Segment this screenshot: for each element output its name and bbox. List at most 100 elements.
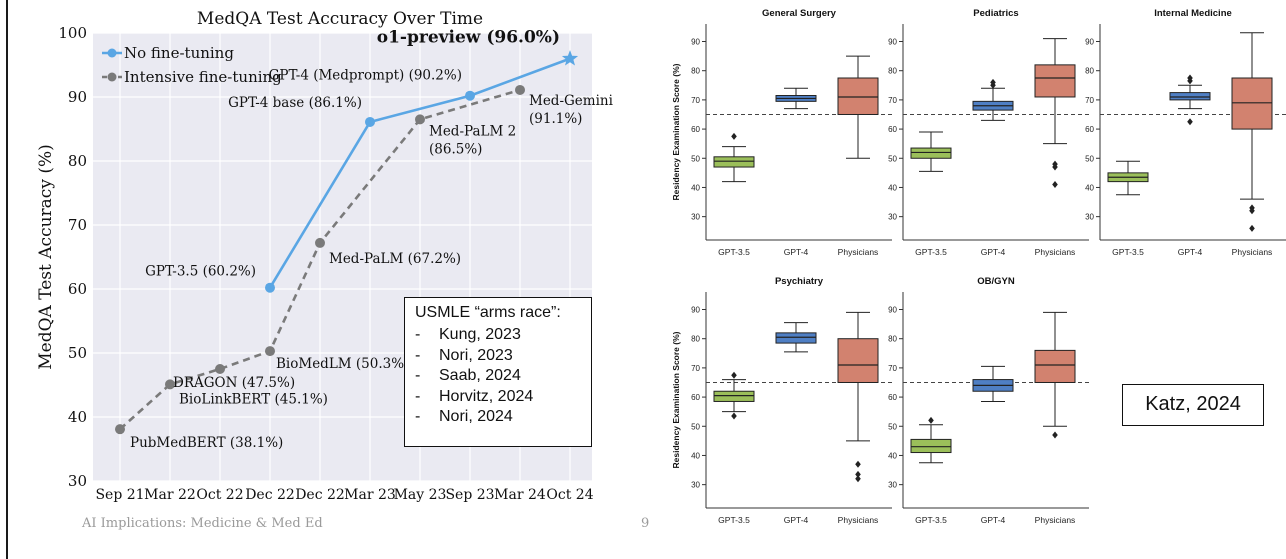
y-tick-label: 90 [691,306,700,315]
data-point [315,237,325,248]
legend-swatch-marker [107,48,117,58]
y-tick-label: 90 [888,38,897,47]
data-point [165,379,175,390]
y-tick-label: 80 [1085,67,1094,76]
x-tick-label: Dec 22 [245,487,295,503]
box [1034,64,1076,98]
y-tick-label: 60 [691,125,700,134]
katz-citation: Katz, 2024 [1122,384,1264,426]
x-tick-label: GPT-4 [1178,247,1203,257]
data-label: GPT-4 (Medprompt) (90.2%) [269,68,462,84]
legend-label: No fine-tuning [124,44,234,62]
left-border [6,0,8,559]
usmle-arms-race-box: USMLE “arms race”: - Kung, 2023 - Nori, 20… [404,297,592,447]
y-tick-label: 40 [888,451,897,460]
y-axis-label: MedQA Test Accuracy (%) [36,144,56,369]
y-tick-label: 30 [691,481,700,490]
page-number: 9 [641,516,650,531]
arms-race-item: - Kung, 2023 [415,326,521,343]
y-tick-label: 50 [888,154,897,163]
data-point-star [561,50,579,66]
outlier [855,460,861,468]
outlier [731,412,737,420]
data-label: (86.5%) [429,141,482,157]
y-tick-label: 60 [691,393,700,402]
y-tick-label: 70 [68,216,87,234]
box [910,438,952,454]
box [1231,77,1273,130]
arms-race-title: USMLE “arms race”: [415,304,561,321]
data-label: GPT-3.5 (60.2%) [145,264,256,280]
chart-title: MedQA Test Accuracy Over Time [197,9,483,29]
y-tick-label: 50 [68,344,87,362]
data-label: BioMedLM (50.3%) [276,356,409,372]
y-tick-label: 70 [691,96,700,105]
x-tick-label: Physicians [1035,515,1076,525]
y-tick-label: 80 [691,67,700,76]
y-tick-label: 60 [68,280,87,298]
y-tick-label: 40 [691,451,700,460]
arms-race-item: - Nori, 2023 [415,346,513,364]
footer-text: AI Implications: Medicine & Med Ed [82,516,323,531]
x-tick-label: Mar 24 [494,487,546,503]
y-tick-label: 50 [691,422,700,431]
outlier [1249,224,1255,232]
y-axis-label: Residency Examination Score (%) [671,63,681,200]
x-tick-label: May 23 [394,487,447,503]
data-point [515,84,525,95]
panel-title: OB/GYN [977,276,1015,287]
x-tick-label: Physicians [1232,247,1273,257]
x-tick-label: GPT-4 [784,247,809,257]
x-tick-label: Mar 23 [344,487,396,503]
x-tick-label: Oct 22 [196,487,243,503]
x-tick-label: GPT-3.5 [1112,247,1144,257]
box [1169,92,1211,101]
y-tick-label: 80 [691,335,700,344]
y-tick-label: 90 [68,88,87,106]
box [775,332,817,344]
data-point [415,114,425,125]
x-tick-label: GPT-4 [784,515,809,525]
outlier [1187,74,1193,82]
outlier [1052,160,1058,168]
residency-boxplots: General Surgery 30 40 50 60 70 80 90 Residency E… [671,8,1286,525]
x-tick-label: Physicians [1035,247,1076,257]
x-tick-label: GPT-4 [981,515,1006,525]
box [910,147,952,159]
data-point [465,90,475,101]
outlier [1187,118,1193,126]
series-line [268,57,571,289]
data-label: Med-PaLM 2 [429,123,516,139]
y-tick-label: 100 [58,24,87,42]
x-tick-label: Dec 22 [295,487,345,503]
data-label: PubMedBERT (38.1%) [130,435,283,451]
data-label: Med-Gemini [529,93,614,109]
y-tick-label: 70 [888,96,897,105]
panel-title: Psychiatry [775,276,824,287]
y-tick-label: 40 [888,183,897,192]
arms-race-item: - Horvitz, 2024 [415,387,534,405]
x-tick-label: Sep 23 [445,487,494,503]
box [837,77,879,115]
data-label: (91.1%) [529,111,582,127]
arms-race-item: - Nori, 2024 [415,408,513,426]
outlier [731,371,737,379]
y-axis-label: Residency Examination Score (%) [671,331,681,468]
y-tick-label: 30 [68,472,87,490]
y-tick-label: 40 [68,408,87,426]
x-tick-label: Oct 24 [546,487,593,503]
box [837,338,879,383]
legend-label: Intensive fine-tuning [124,68,282,86]
y-tick-label: 90 [1085,38,1094,47]
data-label: GPT-4 base (86.1%) [228,95,362,111]
y-tick-label: 30 [1085,213,1094,222]
outlier [731,132,737,140]
y-tick-label: 90 [691,38,700,47]
x-tick-label: GPT-3.5 [915,515,947,525]
x-tick-label: Mar 22 [144,487,196,503]
y-tick-label: 40 [1085,183,1094,192]
data-label: o1-preview (96.0%) [377,28,560,48]
y-tick-label: 80 [888,335,897,344]
data-label: BioLinkBERT (45.1%) [179,391,328,407]
box [713,390,755,402]
